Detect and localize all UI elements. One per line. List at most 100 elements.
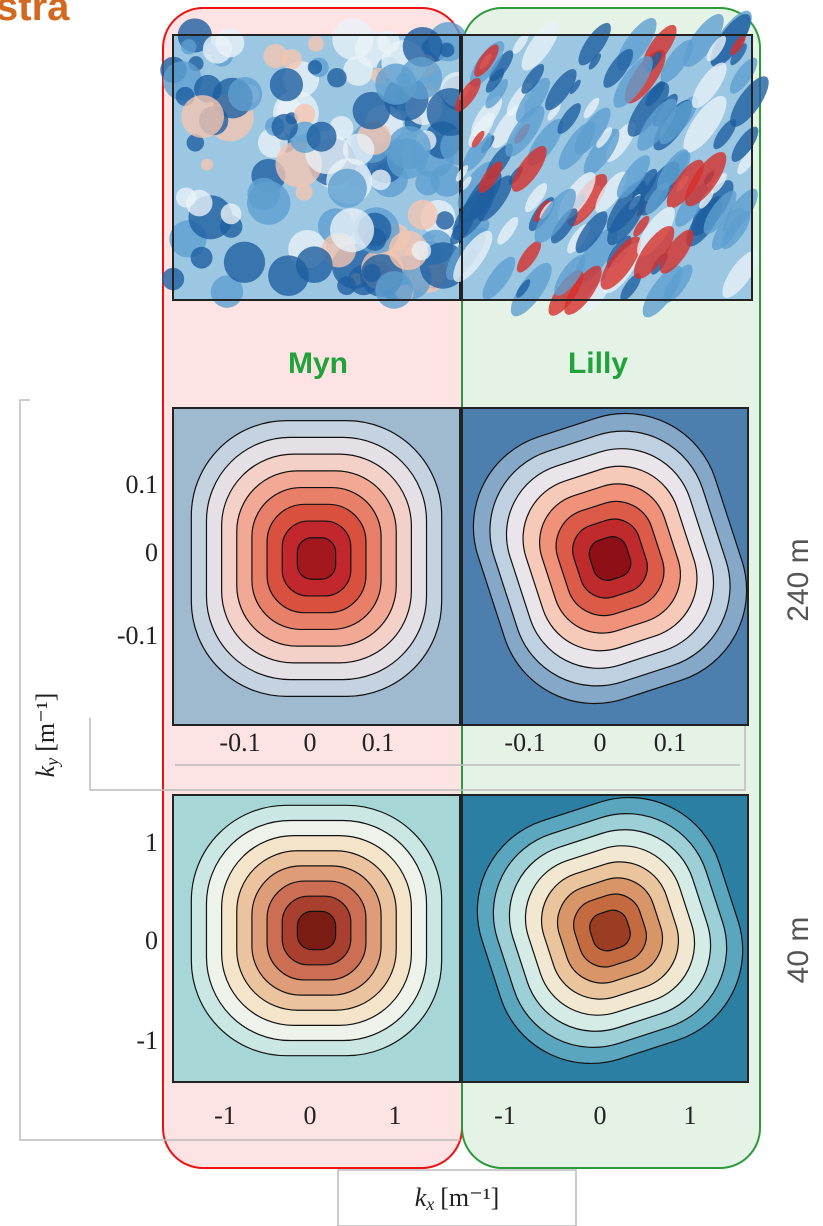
field-blob <box>307 60 323 75</box>
field-image <box>445 10 769 318</box>
field-blob <box>307 35 324 52</box>
field-blob <box>181 95 225 138</box>
field-blob <box>190 246 213 269</box>
field-blob <box>600 236 642 290</box>
field-blob <box>659 229 694 274</box>
panel-frame <box>461 794 749 1083</box>
field-blob <box>370 169 391 191</box>
field-blob <box>660 39 694 83</box>
field-blob <box>545 69 577 111</box>
field-blob <box>550 208 578 244</box>
x-tick-label: 0 <box>594 728 607 757</box>
field-blob <box>684 151 727 207</box>
field-blob <box>583 97 600 119</box>
field-blob <box>482 256 516 300</box>
field-blob <box>564 265 602 315</box>
x-tick-label: -1 <box>214 1101 236 1130</box>
field-blob <box>616 155 650 199</box>
field-blob <box>633 215 650 237</box>
field-blob <box>478 161 503 193</box>
field-blob <box>485 68 505 93</box>
field-blob <box>521 21 560 71</box>
y-symbol: k <box>31 765 60 777</box>
x-tick-label: 0.1 <box>362 728 395 757</box>
field-blob <box>713 119 737 150</box>
row-label: 240 m <box>782 538 815 621</box>
contour-level <box>589 909 631 952</box>
field-blob <box>181 39 197 55</box>
field-blob <box>352 91 391 130</box>
field-blob <box>637 98 677 151</box>
field-blob <box>407 199 438 230</box>
field-blob <box>691 62 727 109</box>
field-blob <box>703 190 737 234</box>
x-tick-label: -0.1 <box>219 728 260 757</box>
field-blob <box>246 181 291 225</box>
field-blob <box>375 63 417 105</box>
field-blob <box>471 130 485 148</box>
field-blob <box>386 138 428 180</box>
field-blob <box>620 273 642 301</box>
field-blob <box>603 48 634 88</box>
field-blob <box>642 265 683 318</box>
field-blob <box>666 159 704 209</box>
field-blob <box>294 103 316 125</box>
field-blob <box>327 68 347 88</box>
field-blob <box>271 113 298 141</box>
field-blob <box>505 105 545 157</box>
field-blob <box>521 63 545 94</box>
field-blob <box>223 241 266 283</box>
x-tick-label: 0 <box>304 1101 317 1130</box>
x-subscript: x <box>425 1194 434 1214</box>
field-blob <box>474 44 499 77</box>
x-tick-label: -0.1 <box>504 728 545 757</box>
field-blob <box>295 246 333 284</box>
x-tick-label: 0 <box>304 728 317 757</box>
slide-title: stra <box>0 0 70 29</box>
field-blob <box>578 22 611 66</box>
y-subscript: y <box>42 758 62 768</box>
field-blob <box>607 195 646 246</box>
field-blob <box>511 146 547 192</box>
field-blob <box>595 171 627 213</box>
x-symbol: k <box>415 1183 427 1212</box>
field-blob <box>330 208 375 253</box>
field-blob <box>596 127 613 148</box>
field-blob <box>327 168 367 208</box>
field-blob <box>706 35 727 62</box>
field-blob <box>343 55 374 86</box>
contour-level <box>588 536 632 581</box>
field-blob <box>516 240 542 273</box>
axis-frames <box>19 399 746 1226</box>
contour-panel <box>461 794 749 1083</box>
y-tick-label: 0 <box>145 538 158 567</box>
y-tick-label: -0.1 <box>117 621 158 650</box>
field-blob <box>263 43 288 69</box>
field-blob <box>588 53 602 70</box>
x-tick-label: -1 <box>494 1101 516 1130</box>
y-tick-label: -1 <box>136 1026 158 1055</box>
x-unit: [m⁻¹] <box>440 1183 499 1212</box>
field-blob <box>574 227 618 284</box>
field-blob <box>227 76 263 112</box>
field-blob <box>439 42 455 58</box>
field-blob <box>645 182 670 215</box>
field-blob <box>435 211 455 230</box>
field-blob <box>512 33 529 54</box>
field-blob <box>411 240 432 261</box>
x-tick-label: 1 <box>684 1101 697 1130</box>
y-axis-label: ky [m⁻¹] <box>31 693 62 778</box>
x-label-frame <box>337 1169 577 1226</box>
field-blob <box>460 176 472 191</box>
field-blob <box>200 158 214 171</box>
field-blob <box>583 128 620 176</box>
x-tick-label: 1 <box>389 1101 402 1130</box>
field-blob <box>699 189 714 209</box>
panel-frame <box>172 407 461 726</box>
field-blob <box>185 189 213 217</box>
contour-level <box>296 537 337 580</box>
field-image <box>160 18 477 309</box>
field-blob <box>402 26 443 67</box>
field-blob <box>729 57 758 94</box>
y-axis-frame <box>19 399 460 1141</box>
